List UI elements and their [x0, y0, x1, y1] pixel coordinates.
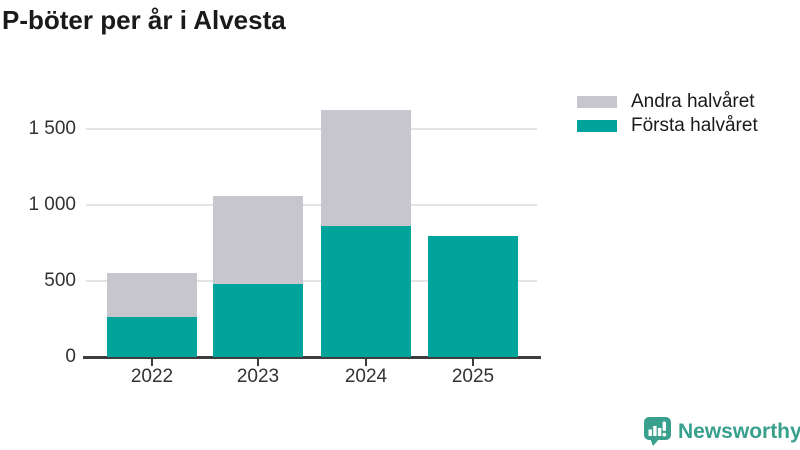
y-axis-tick-label: 1 000 — [28, 194, 76, 215]
y-axis-tick-label: 1 500 — [28, 118, 76, 139]
x-axis-line — [83, 356, 541, 359]
x-axis-label-2023: 2023 — [236, 366, 280, 387]
bar-segment-2023-Första halvåret — [213, 284, 303, 357]
x-axis-label-2025: 2025 — [451, 366, 495, 387]
gridline-500 — [86, 280, 537, 282]
bar-segment-2023-Andra halvåret — [213, 195, 303, 285]
x-axis-tick-2023 — [257, 359, 259, 366]
y-axis-tick-label: 0 — [65, 346, 76, 367]
legend-item-andra-halvaret: Andra halvåret — [577, 90, 758, 114]
x-axis-tick-2024 — [365, 359, 367, 366]
legend-label-forsta-halvaret: Första halvåret — [631, 115, 758, 136]
bar-segment-2024-Andra halvåret — [321, 110, 411, 226]
y-axis-tick-label: 500 — [44, 270, 76, 291]
x-axis-tick-2022 — [151, 359, 153, 366]
bar-segment-2022-Andra halvåret — [107, 273, 197, 317]
gridline-1500 — [86, 128, 537, 130]
bar-segment-2022-Första halvåret — [107, 316, 197, 357]
legend-label-andra-halvaret: Andra halvåret — [631, 91, 755, 112]
gridline-1000 — [86, 204, 537, 206]
legend-item-forsta-halvaret: Första halvåret — [577, 114, 758, 138]
page-title: P-böter per år i Alvesta — [2, 5, 286, 35]
newsworthy-branding: Newsworthy — [643, 416, 800, 447]
x-axis-tick-2025 — [472, 359, 474, 366]
legend-swatch-andra-halvaret — [577, 96, 617, 108]
newsworthy-logo-icon — [644, 417, 671, 446]
bar-segment-2025-Första halvåret — [428, 236, 518, 357]
legend: Andra halvåret Första halvåret — [577, 90, 758, 138]
x-axis-label-2022: 2022 — [130, 366, 174, 387]
x-axis-label-2024: 2024 — [344, 366, 388, 387]
bar-segment-2024-Första halvåret — [321, 225, 411, 357]
legend-swatch-forsta-halvaret — [577, 120, 617, 132]
newsworthy-logo-text: Newsworthy — [678, 419, 800, 443]
